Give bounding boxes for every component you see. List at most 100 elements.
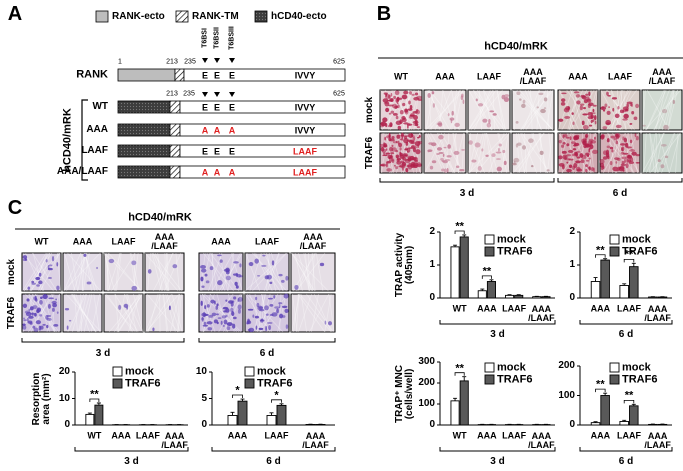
stain <box>280 279 285 283</box>
stain <box>126 306 129 310</box>
stain <box>389 146 394 152</box>
stain <box>522 99 526 104</box>
texture <box>266 252 277 292</box>
stain <box>247 328 251 331</box>
stain <box>415 162 422 167</box>
stain <box>30 306 34 311</box>
stain <box>86 281 92 285</box>
stain <box>607 155 610 160</box>
x-tick-label: AAA <box>477 303 497 314</box>
stain <box>417 136 420 139</box>
stain <box>619 143 626 146</box>
legend-label: mock <box>257 365 286 378</box>
stain <box>267 321 273 324</box>
stain <box>276 308 279 314</box>
x-tick-label: LAAF <box>502 303 527 314</box>
texture <box>667 89 675 131</box>
texture <box>252 293 267 333</box>
texture <box>311 293 319 333</box>
stain <box>588 147 592 151</box>
stain <box>399 110 404 115</box>
domain-cyto <box>183 68 346 82</box>
bar <box>450 246 460 299</box>
stain <box>232 316 237 320</box>
stain <box>515 121 519 124</box>
significance-label: * <box>235 384 240 397</box>
stain <box>400 163 406 169</box>
residue-number: 625 <box>333 90 345 98</box>
error-bar <box>453 244 458 247</box>
texture <box>308 252 310 292</box>
motif: E <box>213 70 221 80</box>
texture <box>124 293 143 333</box>
texture <box>291 293 301 333</box>
motif: E <box>228 70 236 80</box>
micrograph <box>62 293 103 333</box>
stain <box>258 327 264 331</box>
motif: A <box>201 167 209 177</box>
texture <box>589 89 592 131</box>
error-bar <box>269 412 274 416</box>
stain <box>625 142 629 148</box>
significance-label: ** <box>596 378 605 391</box>
stain <box>395 150 399 153</box>
stain <box>453 150 460 155</box>
stain <box>601 134 605 139</box>
stain <box>657 159 661 163</box>
stain <box>27 286 31 290</box>
panel-label: A <box>7 3 23 25</box>
stain <box>615 161 618 164</box>
bar <box>505 294 515 299</box>
texture <box>162 293 169 333</box>
texture <box>71 252 79 292</box>
stain <box>51 300 57 305</box>
texture <box>570 89 598 131</box>
texture <box>292 252 316 292</box>
stain <box>38 280 43 285</box>
texture <box>492 89 496 131</box>
x-tick-label: AAA /LAAF <box>161 431 188 450</box>
site-arrow <box>229 58 235 63</box>
error-bar <box>462 234 467 237</box>
significance-bracket <box>454 372 465 376</box>
x-tick-label: WT <box>452 303 467 314</box>
stain <box>131 285 137 291</box>
stain <box>399 119 403 124</box>
stain <box>147 269 152 274</box>
texture <box>73 252 88 292</box>
stain <box>558 162 565 167</box>
stain <box>609 160 613 166</box>
stain <box>225 299 228 302</box>
stain <box>660 164 665 169</box>
stain <box>536 106 540 109</box>
stain <box>566 154 572 157</box>
texture <box>438 132 455 174</box>
texture <box>567 89 579 131</box>
bar <box>590 281 601 299</box>
legend-swatch <box>112 378 123 389</box>
texture <box>312 252 315 292</box>
texture <box>294 252 303 292</box>
texture <box>451 89 457 131</box>
stain <box>581 120 585 126</box>
texture <box>257 293 264 333</box>
stain <box>399 138 402 141</box>
stain <box>661 109 668 114</box>
stain <box>614 113 620 119</box>
stain <box>611 97 618 100</box>
stain <box>201 312 207 317</box>
texture <box>145 293 180 333</box>
stain <box>560 144 565 148</box>
row-label: mock <box>6 258 17 286</box>
stain <box>414 92 419 96</box>
texture <box>203 252 234 292</box>
texture <box>311 252 316 292</box>
stain <box>217 254 222 257</box>
texture <box>648 132 657 174</box>
motif: A <box>228 167 236 177</box>
stain <box>590 112 596 115</box>
texture <box>643 132 647 174</box>
stain <box>444 168 447 174</box>
stain <box>278 303 281 309</box>
stain <box>477 103 484 107</box>
